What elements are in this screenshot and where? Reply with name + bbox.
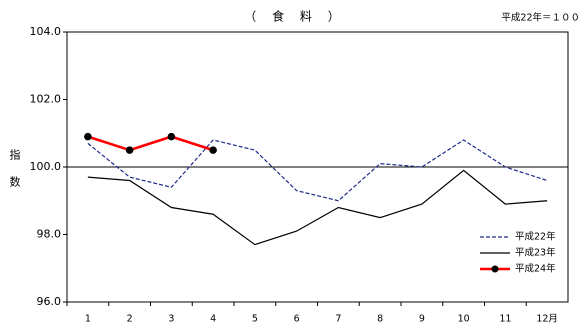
series-line [87, 169, 548, 246]
legend-label: 平成22年 [515, 231, 556, 243]
x-tick-label: 6 [294, 314, 300, 325]
y-tick-label: 98.0 [37, 228, 62, 241]
point-marker [125, 146, 134, 154]
x-tick-label: 3 [168, 314, 174, 325]
y-axis-label: 指数 [8, 148, 21, 203]
x-tick-label: 8 [377, 314, 383, 325]
legend-marker [491, 265, 499, 273]
chart-title: （ 食 料 ） [244, 9, 345, 24]
x-tick-label: 5 [252, 314, 258, 325]
x-tick-label: 10 [458, 314, 470, 325]
y-tick-label: 100.0 [30, 160, 62, 173]
series-line [87, 139, 548, 202]
x-tick-label: 4 [210, 314, 216, 325]
x-tick-label: 9 [419, 314, 425, 325]
point-marker [84, 132, 92, 141]
x-tick-label: 7 [335, 314, 341, 325]
x-tick-label: 2 [127, 314, 133, 325]
chart-subtitle: 平成22年＝１００ [501, 12, 580, 24]
y-tick-label: 96.0 [37, 295, 62, 308]
point-marker [209, 146, 217, 154]
point-marker [167, 132, 176, 141]
x-tick-label: 12月 [536, 314, 558, 325]
x-tick-label: 11 [499, 314, 511, 325]
y-tick-label: 104.0 [30, 25, 62, 38]
legend-label: 平成23年 [515, 247, 556, 259]
x-tick-label: 1 [85, 314, 91, 325]
y-tick-label: 102.0 [30, 93, 62, 106]
series-line [87, 135, 214, 152]
legend-label: 平成24年 [515, 263, 556, 275]
